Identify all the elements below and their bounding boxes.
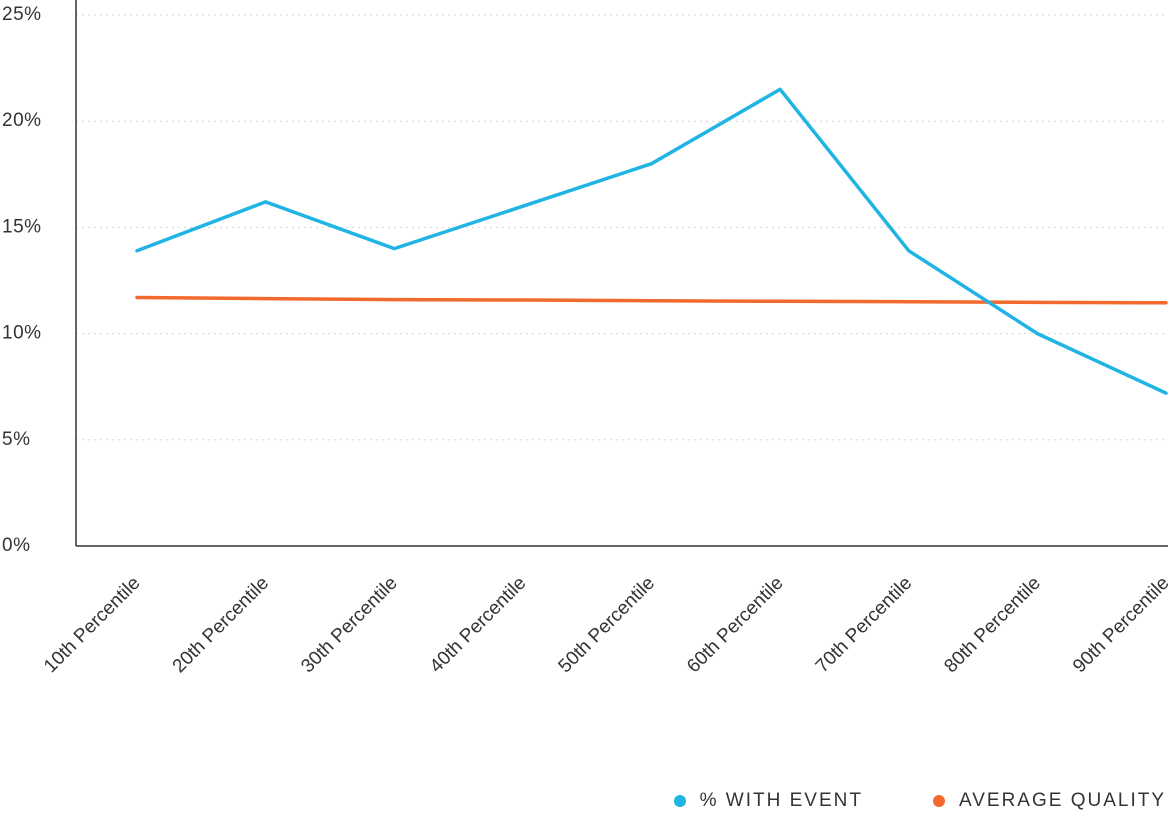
x-tick-label: 20th Percentile <box>169 573 273 677</box>
y-tick-label: 20% <box>2 110 42 131</box>
x-tick-label: 90th Percentile <box>1069 573 1170 677</box>
x-tick-label: 60th Percentile <box>683 573 787 677</box>
x-tick-label: 80th Percentile <box>940 573 1044 677</box>
legend-item-with-event: % WITH EVENT <box>673 790 863 812</box>
x-tick-label: 50th Percentile <box>555 573 659 677</box>
series-line-with-event <box>135 87 1168 395</box>
x-tick-label: 10th Percentile <box>40 573 144 677</box>
x-tick-label: 40th Percentile <box>426 573 530 677</box>
legend-item-average-quality: AVERAGE QUALITY <box>932 790 1166 812</box>
legend-label-average-quality: AVERAGE QUALITY <box>958 790 1166 811</box>
grid-lines <box>76 14 1168 441</box>
x-tick-label: 30th Percentile <box>297 573 401 677</box>
y-tick-label: 10% <box>2 323 42 344</box>
legend-label-with-event: % WITH EVENT <box>699 790 863 811</box>
x-tick-label: 70th Percentile <box>812 573 916 677</box>
legend: % WITH EVENT AVERAGE QUALITY <box>673 790 1166 812</box>
series-lines <box>135 87 1168 395</box>
y-tick-label: 25% <box>2 4 42 25</box>
x-axis-ticks: 10th Percentile 20th Percentile 30th Perce… <box>40 573 1170 677</box>
series-line-average-quality <box>135 295 1168 305</box>
y-tick-label: 0% <box>2 535 30 556</box>
y-tick-label: 5% <box>2 429 30 450</box>
legend-dot-average-quality <box>932 795 945 807</box>
y-tick-label: 15% <box>2 216 42 237</box>
y-axis-ticks: 0% 5% 10% 15% 20% 25% <box>2 4 42 556</box>
legend-dot-with-event <box>673 795 686 807</box>
